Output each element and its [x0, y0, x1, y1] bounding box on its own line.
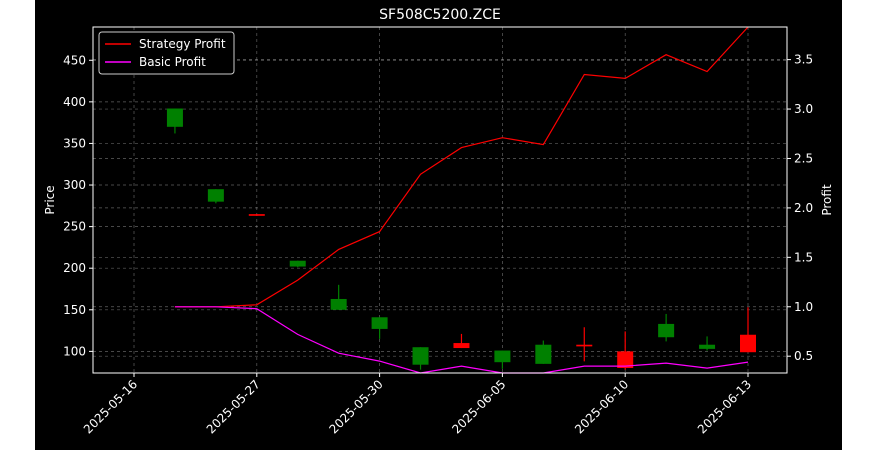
y2-tick-label: 2.5 — [794, 151, 813, 165]
candle-body — [166, 108, 183, 127]
y-tick-label: 200 — [63, 261, 86, 275]
y2-tick-label: 3.0 — [794, 102, 813, 116]
candle-body — [453, 343, 470, 349]
candle-body — [289, 260, 306, 267]
legend-basic-label: Basic Profit — [139, 55, 206, 69]
candle-body — [330, 298, 347, 310]
chart-title: SF508C5200.ZCE — [379, 7, 501, 23]
plot-area — [93, 27, 787, 373]
strategy-profit-line — [174, 26, 749, 308]
candle-body — [617, 351, 634, 369]
y-tick-label: 100 — [63, 344, 86, 358]
y-tick-label: 450 — [63, 53, 86, 67]
legend-box — [98, 31, 235, 75]
candle-body — [740, 334, 756, 353]
y-axis-ticks: 100 150 200 250 300 350 400 450 — [63, 53, 93, 358]
y-tick-label: 350 — [63, 136, 86, 150]
y-tick-label: 300 — [63, 178, 86, 192]
candle-body — [412, 347, 429, 365]
y-tick-label: 150 — [63, 303, 86, 317]
candle-body — [371, 317, 388, 329]
y2-tick-label: 1.5 — [794, 250, 813, 264]
y2-tick-label: 3.5 — [794, 53, 813, 67]
y-tick-label: 250 — [63, 220, 86, 234]
y2-tick-label: 1.0 — [794, 300, 813, 314]
profit-lines — [174, 26, 749, 374]
candle-body — [699, 344, 716, 349]
legend-strategy-label: Strategy Profit — [139, 37, 226, 51]
candle-body — [658, 323, 675, 338]
plot-frame — [92, 26, 788, 374]
candle-body — [248, 214, 265, 216]
y-axis-label: Price — [43, 185, 57, 214]
y2-tick-label: 2.0 — [794, 201, 813, 215]
candle-body — [494, 350, 511, 363]
candle-body — [207, 189, 224, 202]
candle-body — [576, 344, 593, 347]
legend: Strategy Profit Basic Profit — [98, 31, 235, 75]
y-tick-label: 400 — [63, 95, 86, 109]
y2-tick-label: 0.5 — [794, 349, 813, 363]
basic-profit-line — [174, 306, 749, 374]
candle-body — [535, 344, 552, 364]
y2-axis-ticks: 0.5 1.0 1.5 2.0 2.5 3.0 3.5 — [787, 53, 813, 363]
candlesticks — [126, 57, 756, 370]
y2-axis-label: Profit — [820, 184, 834, 216]
